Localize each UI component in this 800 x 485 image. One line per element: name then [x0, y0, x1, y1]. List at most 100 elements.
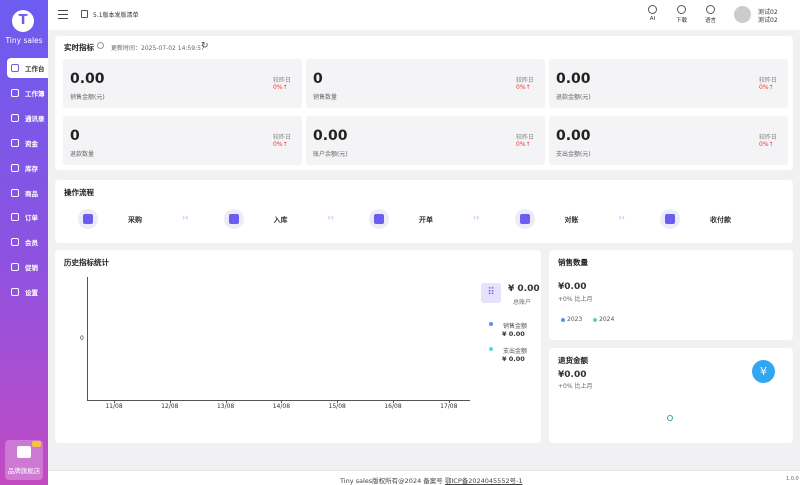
menu-icon [11, 163, 19, 172]
action-icon[interactable] [648, 5, 657, 14]
step-icon[interactable] [223, 209, 244, 229]
menu-item[interactable]: 库存 [7, 158, 48, 178]
legend-value: ¥ 0.00 [502, 330, 525, 338]
legend-dot [593, 318, 597, 322]
menu-label: 设置 [25, 289, 38, 298]
step-icon[interactable] [78, 209, 98, 229]
menu-item[interactable]: 资金 [7, 133, 48, 153]
menu-label: 通讯录 [25, 114, 45, 123]
topbar: 5.1版本发版清单 测试02 测试02 AI 下载 语言 [48, 0, 800, 30]
menu-item[interactable]: 工作台 [7, 58, 48, 78]
metric-change: 0%↑ [759, 141, 774, 148]
step-label[interactable]: 采购 [128, 216, 142, 224]
metric-value: 0.00 [313, 128, 348, 144]
metric-change: 0%↑ [273, 141, 288, 148]
y-tick-label: 0 [80, 335, 84, 342]
x-tick [225, 400, 227, 403]
menu-icon [11, 64, 19, 72]
refresh[interactable]: ↻ [201, 41, 209, 51]
metric-label: 退款数量 [70, 151, 95, 158]
metric-value: 0.00 [556, 128, 591, 144]
compare-label: 较昨日 [516, 77, 535, 84]
step-arrow: ›› [473, 213, 480, 222]
history-card: 历史指标统计 0 ⠿ ¥ 0.00 总账户 11/08 12/08 13/08 14/… [55, 250, 541, 443]
total-label: 总账户 [513, 299, 532, 306]
x-tick [393, 400, 394, 403]
menu-toggle[interactable] [58, 10, 68, 19]
x-tick-label: 15/08 [328, 403, 346, 410]
menu-item[interactable]: 工作簿 [7, 83, 48, 103]
legend-label: 2023 [567, 316, 583, 323]
action-icon[interactable] [677, 5, 686, 14]
metric-tile: 0.00 销售金额(元) 较昨日 0%↑ [63, 59, 302, 108]
step-label[interactable]: 对账 [564, 216, 579, 224]
menu-label: 资金 [25, 139, 38, 148]
metric-label: 销售金额(元) [70, 94, 105, 101]
metric-tile: 0.00 账户余额(元) 较昨日 0%↑ [306, 116, 545, 165]
legend-name: 销售金额 [503, 323, 528, 330]
menu-item[interactable]: 商品 [7, 183, 48, 203]
sales-qty-card: 销售数量 ¥0.00 +0% 比上月 2023 2024 [549, 250, 793, 340]
logo: T [12, 10, 34, 32]
metric-tile: 0 退款数量 较昨日 0%↑ [63, 116, 302, 165]
metric-tile: 0 销售数量 较昨日 0%↑ [306, 59, 545, 108]
step-arrow: ›› [327, 213, 334, 222]
action-label[interactable]: 语言 [704, 18, 716, 24]
x-tick-label: 16/08 [384, 403, 402, 410]
step-glyph [83, 214, 93, 224]
metric-label: 支出金额(元) [556, 151, 591, 158]
x-tick-label: 11/08 [105, 403, 123, 410]
sales-qty-value: ¥0.00 [558, 282, 587, 292]
step-glyph [228, 214, 239, 224]
step-glyph [519, 214, 530, 224]
step-icon[interactable] [369, 209, 389, 229]
metric-tile: 0.00 支出金额(元) 较昨日 0%↑ [549, 116, 788, 165]
menu-label: 库存 [25, 164, 38, 173]
notice[interactable]: 5.1版本发版清单 [93, 12, 139, 19]
icp-link[interactable]: 鄂ICP备2024045552号-1 [444, 477, 523, 485]
step-icon[interactable] [514, 209, 535, 229]
metric-value: 0 [70, 128, 80, 144]
step-label[interactable]: 入库 [273, 216, 288, 224]
speaker-icon [81, 10, 88, 18]
legend-name: 支出金额 [503, 348, 528, 355]
metric-label: 退款金额(元) [556, 94, 591, 101]
menu-label: 商品 [25, 189, 38, 198]
menu-item[interactable]: 促销 [7, 257, 48, 277]
menu-icon [11, 288, 19, 297]
metric-label: 账户余额(元) [313, 151, 348, 158]
metric-value: 0 [313, 71, 323, 87]
sidebar: T Tiny sales 品牌旗舰店 工作台 工作簿 通讯录 资金 库存 商品 订单 会员 促销… [0, 0, 48, 485]
action-icon[interactable] [706, 5, 715, 14]
returns-value: ¥0.00 [558, 370, 587, 380]
x-tick [448, 400, 450, 403]
menu-icon [11, 263, 19, 272]
help-icon [97, 42, 104, 49]
menu-icon [11, 138, 19, 147]
legend-label: 2024 [599, 316, 615, 323]
x-tick-label: 12/08 [161, 403, 179, 410]
returns-title: 退货金额 [558, 356, 588, 365]
history-title: 历史指标统计 [64, 258, 109, 267]
store[interactable]: 品牌旗舰店 [5, 440, 43, 480]
metric-tile: 0.00 退款金额(元) 较昨日 0%↑ [549, 59, 788, 108]
sales-qty-change: +0% 比上月 [558, 296, 593, 303]
legend-dot [489, 347, 493, 351]
workflow-title: 操作流程 [64, 188, 94, 197]
avatar[interactable] [734, 6, 751, 23]
metric-value: 0.00 [556, 71, 591, 87]
action-label[interactable]: 下载 [675, 18, 687, 24]
menu-item[interactable]: 会员 [7, 232, 48, 252]
yen-icon: ¥ [752, 360, 775, 383]
menu-item[interactable]: 通讯录 [7, 108, 48, 128]
store-label: 品牌旗舰店 [7, 467, 41, 475]
menu-item[interactable]: 设置 [7, 282, 48, 302]
action-label[interactable]: AI [649, 16, 656, 22]
step-icon[interactable] [660, 209, 680, 229]
step-label[interactable]: 收付款 [710, 216, 731, 224]
compare-label: 较昨日 [516, 134, 535, 141]
menu-item[interactable]: 订单 [7, 207, 48, 227]
step-label[interactable]: 开单 [419, 216, 433, 224]
updated: 更新时间：2025-07-02 14:59:57 [111, 45, 205, 52]
